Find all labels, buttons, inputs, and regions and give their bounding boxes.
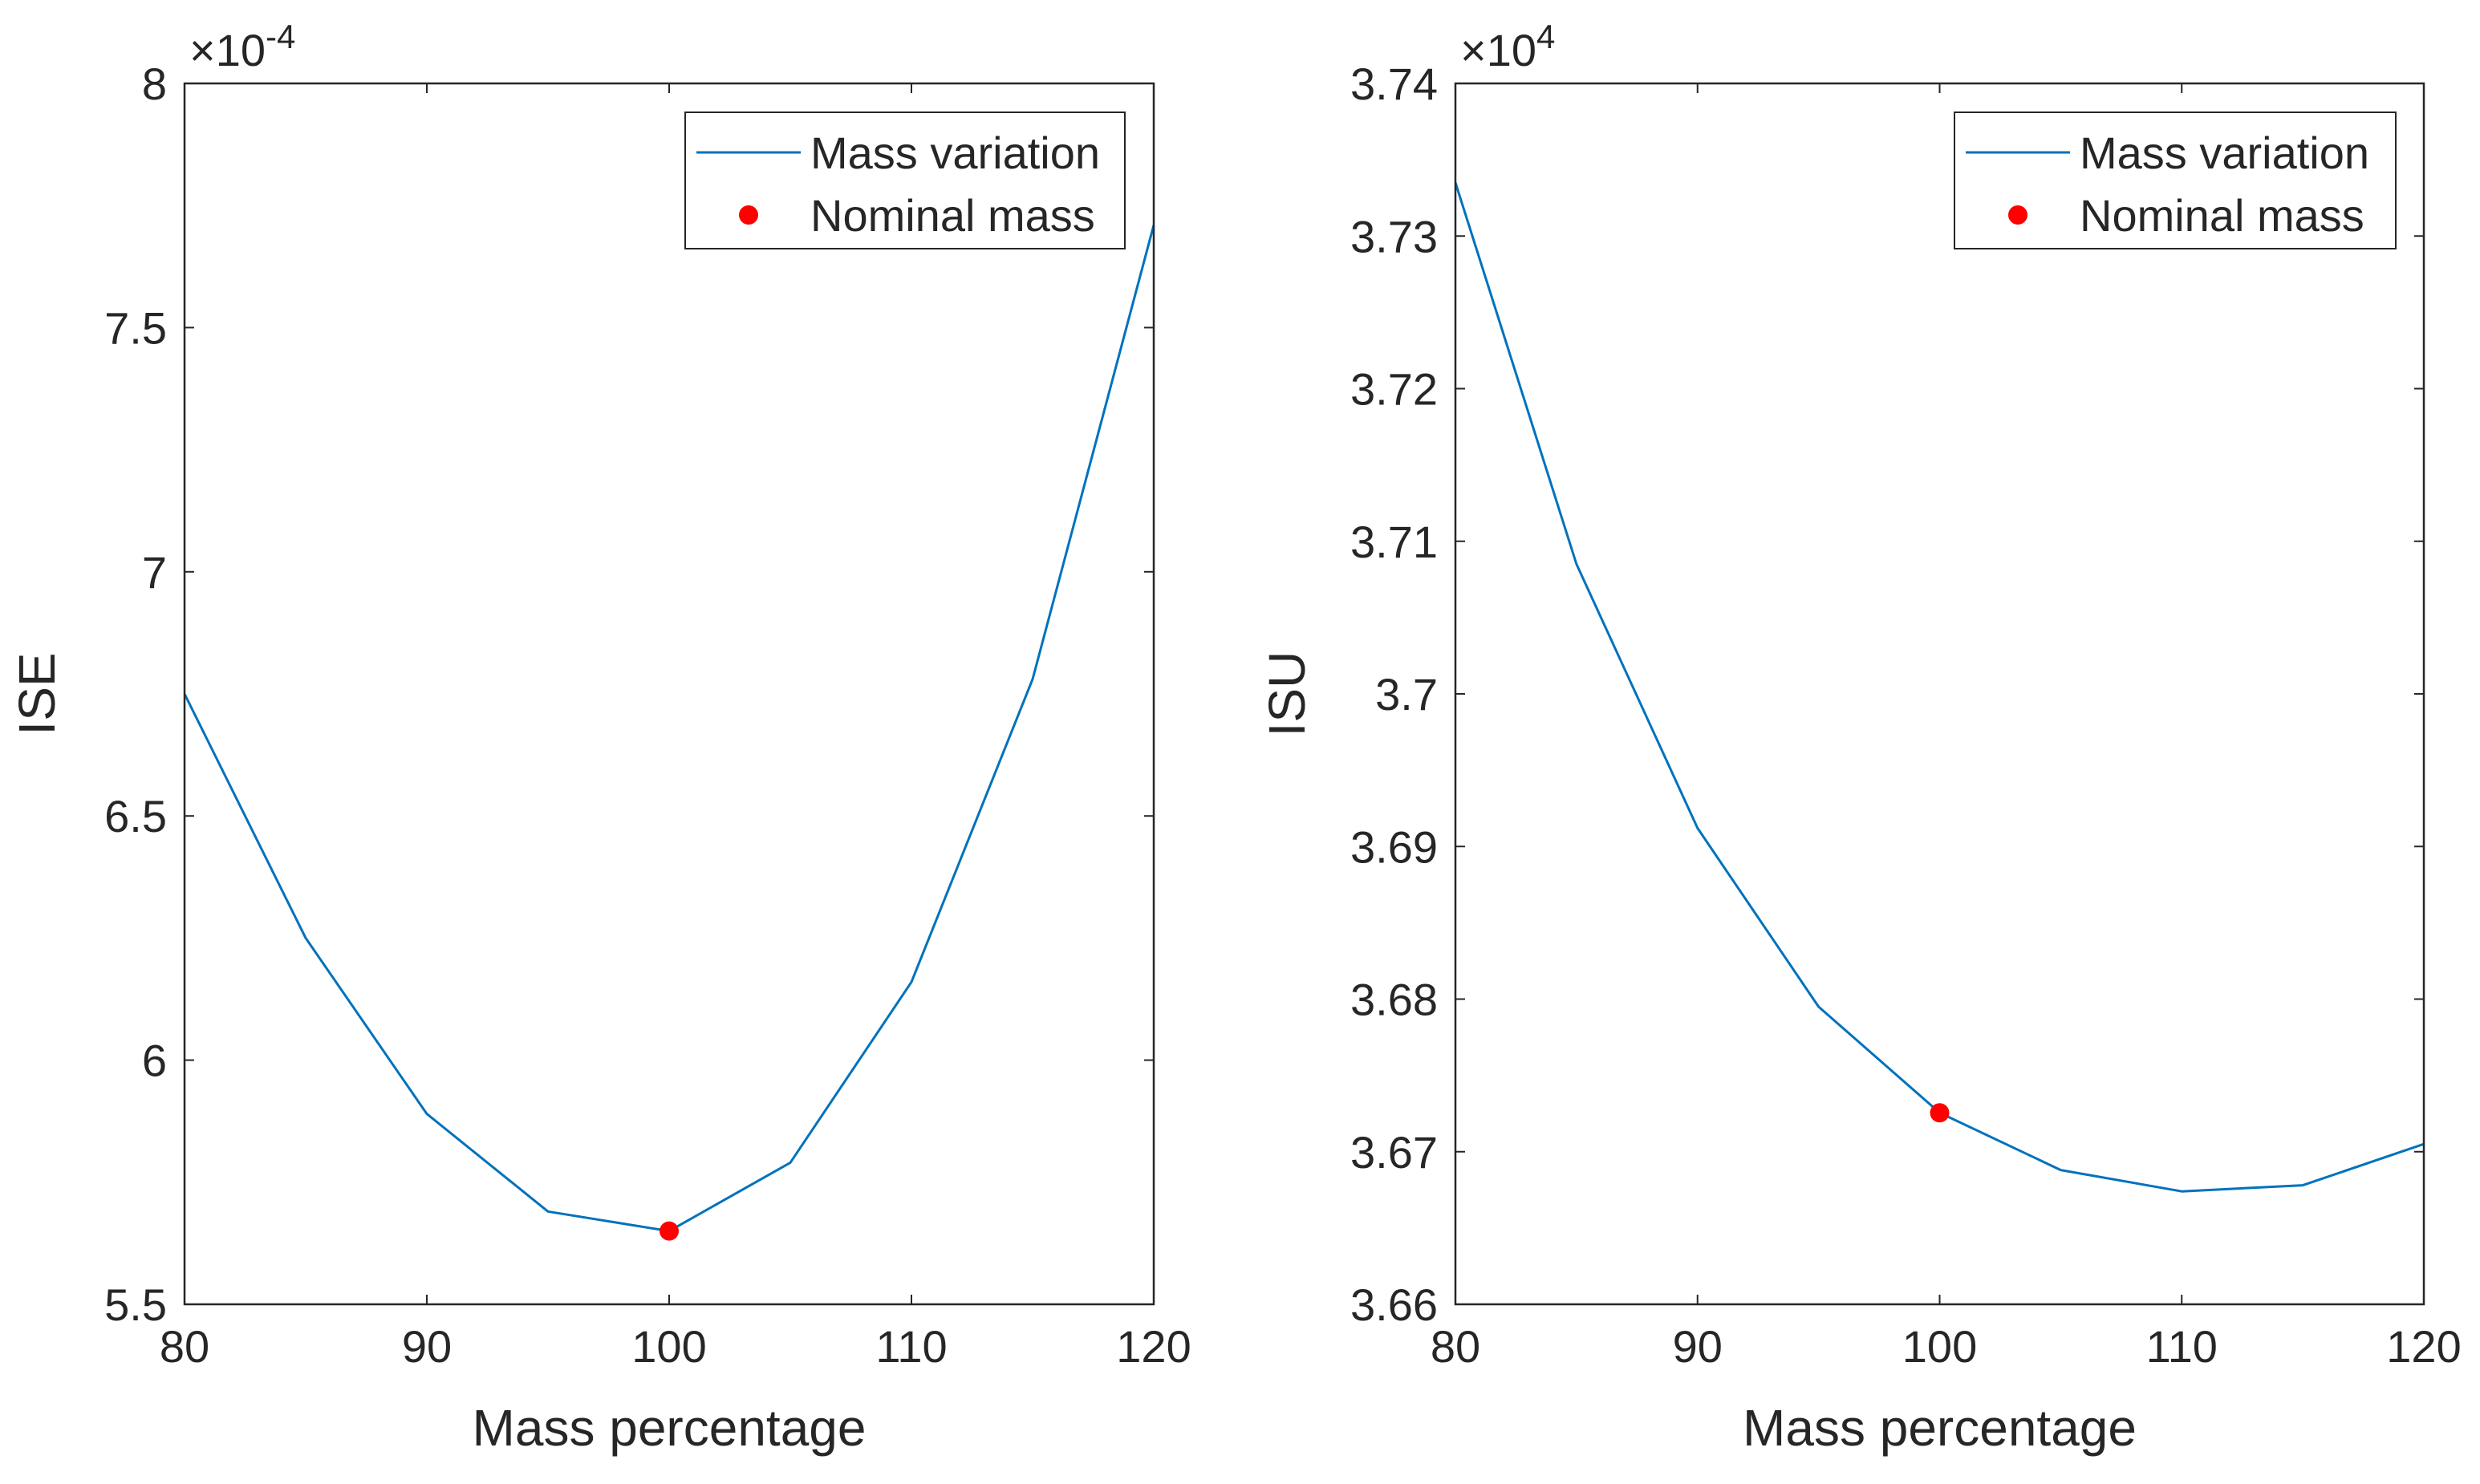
legend-entry-label: Nominal mass xyxy=(810,190,1095,241)
y-tick-label: 3.73 xyxy=(1350,211,1438,262)
nominal-mass-marker xyxy=(660,1221,679,1241)
plot-area xyxy=(1455,83,2424,1304)
y-tick-label: 3.67 xyxy=(1350,1127,1438,1178)
axes-box xyxy=(183,82,1155,1306)
y-tick-label: 5.5 xyxy=(104,1279,167,1330)
x-tick-label: 120 xyxy=(2386,1321,2461,1372)
y-tick-label: 6 xyxy=(142,1036,167,1086)
legend-entry-label: Mass variation xyxy=(2080,128,2369,178)
legend-box xyxy=(1954,112,2397,249)
legend: Mass variation Nominal mass xyxy=(684,112,1126,249)
y-tick-label: 3.7 xyxy=(1375,669,1438,720)
x-tick-label: 110 xyxy=(875,1321,947,1372)
x-tick-label: 90 xyxy=(1673,1321,1723,1372)
y-tick-label: 7.5 xyxy=(104,302,167,353)
axis-exponent-power: -4 xyxy=(266,18,295,55)
y-tick-label: 3.68 xyxy=(1350,975,1438,1025)
x-tick-label: 80 xyxy=(160,1321,209,1372)
x-tick-label: 100 xyxy=(631,1321,706,1372)
y-tick-label: 3.71 xyxy=(1350,517,1438,567)
axes-box xyxy=(1454,82,2425,1306)
x-tick-label: 90 xyxy=(402,1321,452,1372)
plot-area xyxy=(185,83,1154,1304)
y-axis-label: ISE xyxy=(8,652,66,735)
x-tick-label: 110 xyxy=(2146,1321,2218,1372)
nominal-mass-marker xyxy=(1930,1103,1950,1123)
axis-exponent-power: 4 xyxy=(1536,18,1555,55)
x-axis-label: Mass percentage xyxy=(473,1399,867,1457)
y-tick-label: 6.5 xyxy=(104,791,167,841)
y-tick-label: 3.74 xyxy=(1350,59,1438,109)
legend-swatch-marker xyxy=(2008,205,2027,225)
y-tick-label: 3.66 xyxy=(1350,1279,1438,1330)
y-tick-label: 3.69 xyxy=(1350,821,1438,872)
x-axis-label: Mass percentage xyxy=(1743,1399,2137,1457)
x-tick-label: 100 xyxy=(1902,1321,1977,1372)
x-tick-label: 80 xyxy=(1431,1321,1480,1372)
axis-exponent-base: ×10 xyxy=(189,25,266,75)
legend-entry-label: Nominal mass xyxy=(2080,190,2364,241)
legend-box xyxy=(684,112,1126,249)
y-tick-label: 7 xyxy=(142,547,167,598)
x-tick-label: 120 xyxy=(1116,1321,1191,1372)
ise-panel: 80 90 100 110 120 5.5 6 6.5 7 7.5 8 ×10-4 Mass perce… xyxy=(8,18,1191,1457)
axis-exponent-base: ×10 xyxy=(1460,25,1536,75)
axis-exponent-label: ×104 xyxy=(1460,18,1555,75)
y-tick-label: 8 xyxy=(142,59,167,109)
legend-swatch-marker xyxy=(739,205,758,225)
isu-panel: 80 90 100 110 120 3.66 3.67 3.68 3.69 3.7 3.71 3.72… xyxy=(1258,18,2462,1457)
legend: Mass variation Nominal mass xyxy=(1954,112,2397,249)
legend-entry-label: Mass variation xyxy=(810,128,1100,178)
y-tick-label: 3.72 xyxy=(1350,364,1438,415)
axis-exponent-label: ×10-4 xyxy=(189,18,295,75)
y-axis-label: ISU xyxy=(1258,651,1316,737)
